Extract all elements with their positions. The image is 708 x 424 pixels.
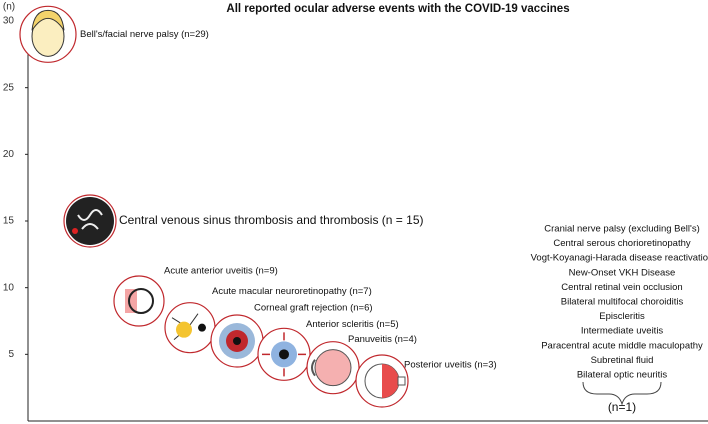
icon-lens (311, 359, 316, 377)
y-tick-label: 30 (3, 16, 15, 27)
other-event: Vogt-Koyanagi-Harada disease reactivatio… (531, 253, 708, 264)
other-event: Cranial nerve palsy (excluding Bell's) (544, 224, 699, 235)
other-event: Episcleritis (599, 311, 645, 322)
event-label: Posterior uveitis (n=3) (404, 360, 497, 371)
event-label: Acute anterior uveitis (n=9) (164, 266, 278, 277)
icon-scan (66, 197, 114, 245)
event-label: Anterior scleritis (n=5) (306, 319, 399, 330)
icon-nerve (397, 376, 406, 386)
others-count: (n=1) (608, 400, 636, 414)
event-icon (19, 5, 77, 63)
event-icon (113, 275, 165, 327)
icon-flare (125, 289, 137, 313)
icon-hair (31, 9, 65, 31)
icon-vessels (262, 332, 306, 377)
other-event: Paracentral acute middle maculopathy (541, 340, 703, 351)
event-label: Central venous sinus thrombosis and thro… (119, 213, 423, 227)
other-event: New-Onset VKH Disease (569, 267, 676, 278)
event-icon (355, 354, 409, 408)
event-icon (306, 341, 360, 395)
other-event: Central serous chorioretinopathy (553, 238, 691, 249)
icon-eye (128, 288, 154, 314)
y-tick-label: 15 (3, 216, 15, 227)
y-tick-label: 20 (3, 149, 15, 160)
icon-fovea (198, 323, 206, 332)
icon-ring (113, 275, 165, 327)
event-label: Acute macular neuroretinopathy (n=7) (212, 286, 372, 297)
other-event: Central retinal vein occlusion (561, 282, 682, 293)
y-axis-label: (n) (3, 2, 15, 13)
event-icon (63, 194, 117, 248)
icon-vessels (77, 209, 103, 230)
icon-pupil (279, 349, 289, 360)
icon-pupil (233, 337, 241, 345)
y-tick-label: 25 (3, 82, 15, 93)
icon-posterior (382, 364, 399, 398)
event-label: Corneal graft rejection (n=6) (254, 303, 373, 314)
icon-clot (72, 228, 78, 234)
other-event: Bilateral optic neuritis (577, 370, 668, 381)
other-event: Subretinal fluid (591, 355, 654, 366)
icon-lesion (176, 321, 192, 338)
event-icon (164, 302, 216, 354)
y-tick-label: 10 (3, 282, 15, 293)
event-icon (210, 314, 264, 368)
event-label: Panuveitis (n=4) (348, 334, 417, 345)
other-event: Bilateral multifocal choroiditis (561, 297, 684, 308)
icon-globe (314, 349, 352, 387)
event-icon (257, 327, 311, 381)
y-tick-label: 5 (8, 349, 14, 360)
brace (582, 381, 662, 406)
chart-title: All reported ocular adverse events with … (226, 3, 569, 15)
other-event: Intermediate uveitis (581, 326, 664, 337)
event-label: Bell's/facial nerve palsy (n=29) (80, 29, 209, 40)
